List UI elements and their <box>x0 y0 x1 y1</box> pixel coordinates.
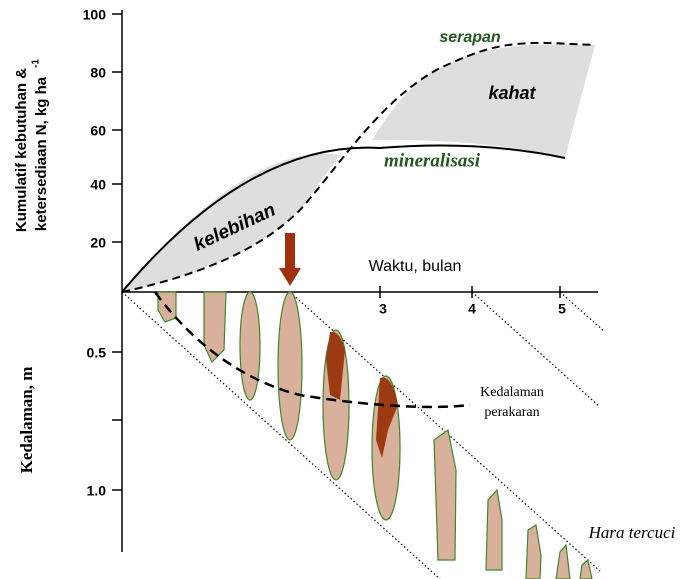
tick-label: 4 <box>468 301 476 317</box>
root-depth-curve <box>155 292 470 407</box>
deficit-label: kahat <box>488 83 536 103</box>
time-ticks: 3 4 5 <box>379 301 566 317</box>
axis-label-line: Kumulatif kebutuhan & <box>13 68 30 232</box>
tick-label: 5 <box>558 301 566 317</box>
tick-labels: 100 80 60 40 20 0.5 1.0 <box>83 7 107 499</box>
tick-label: 1.0 <box>87 483 107 499</box>
band-line <box>560 292 605 332</box>
axis-label-line: ketersediaan N, kg ha <box>33 76 50 231</box>
uptake-label: serapan <box>439 29 501 46</box>
depth-axis-label: Kedalaman, m <box>17 367 36 474</box>
time-axis-label: Waktu, bulan <box>369 258 462 275</box>
axis-label-superscript: -1 <box>31 59 42 68</box>
leached-label: Hara tercuci <box>588 523 676 542</box>
deficit-area <box>372 44 595 158</box>
tick-label: 3 <box>379 301 387 317</box>
tick-label: 100 <box>83 7 107 23</box>
arrow <box>279 233 301 286</box>
root-zones <box>158 292 592 579</box>
root-depth-label: perakaran <box>484 405 539 420</box>
tick-label: 0.5 <box>87 345 107 361</box>
tick-label: 40 <box>90 177 106 193</box>
tick-label: 20 <box>90 235 106 251</box>
diagram: 100 80 60 40 20 0.5 1.0 3 4 5 Waktu, bul… <box>0 0 700 579</box>
tick-label: 60 <box>90 123 106 139</box>
root-depth-label: Kedalaman <box>480 385 544 400</box>
top-axis-label: Kumulatif kebutuhan & ketersediaan N, kg… <box>13 59 50 232</box>
mineralization-label: mineralisasi <box>384 150 481 171</box>
tick-label: 80 <box>90 65 106 81</box>
